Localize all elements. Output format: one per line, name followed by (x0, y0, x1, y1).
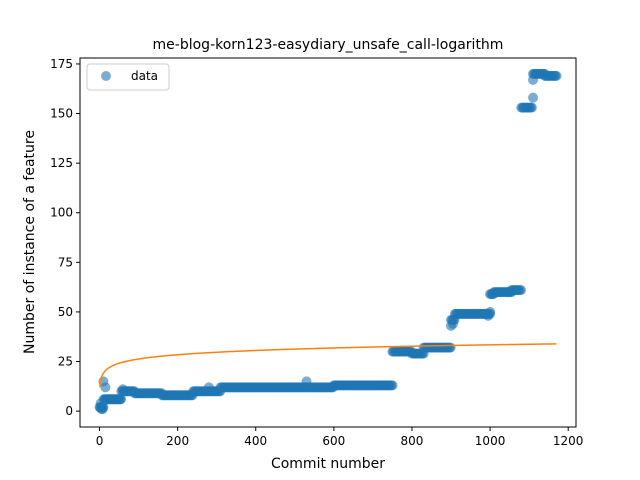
plot-frame (79, 57, 577, 428)
y-axis-label: Number of instance of a feature (22, 130, 38, 354)
data-point (447, 318, 458, 329)
data-point (203, 382, 214, 393)
data-point (100, 382, 111, 393)
fit-line (99, 343, 557, 388)
data-point (551, 70, 562, 81)
x-tick-label: 800 (401, 434, 424, 448)
data-point (526, 102, 537, 113)
data-point (116, 394, 127, 405)
x-tick-label: 400 (244, 434, 267, 448)
legend-label: data (131, 69, 158, 83)
x-tick-label: 0 (96, 434, 104, 448)
y-tick-label: 50 (58, 305, 73, 319)
legend-box (86, 63, 170, 91)
data-point (515, 285, 526, 296)
y-tick-label: 100 (50, 206, 73, 220)
chart-title: me-blog-korn123-easydiary_unsafe_call-lo… (153, 37, 504, 53)
y-tick-label: 25 (58, 355, 73, 369)
data-points (94, 68, 562, 415)
x-axis: 0 200 400 600 800 1000 1200 (96, 427, 584, 448)
x-tick-label: 200 (166, 434, 189, 448)
data-point (528, 92, 539, 103)
x-tick-label: 1000 (475, 434, 506, 448)
y-tick-label: 150 (50, 107, 73, 121)
y-axis: 0 25 50 75 100 125 150 175 (50, 57, 80, 418)
x-tick-label: 600 (322, 434, 345, 448)
data-point (301, 376, 312, 387)
data-point (485, 306, 496, 317)
data-point (445, 342, 456, 353)
data-point (97, 404, 108, 415)
y-tick-label: 175 (50, 57, 73, 71)
x-tick-label: 1200 (553, 434, 584, 448)
data-point (117, 384, 128, 395)
y-tick-label: 75 (58, 255, 73, 269)
y-tick-label: 0 (65, 404, 73, 418)
plot-area (94, 68, 562, 415)
y-tick-label: 125 (50, 156, 73, 170)
data-point (528, 74, 539, 85)
legend-marker (101, 71, 111, 81)
x-axis-label: Commit number (271, 456, 385, 472)
legend: data (86, 63, 170, 91)
data-point (387, 380, 398, 391)
